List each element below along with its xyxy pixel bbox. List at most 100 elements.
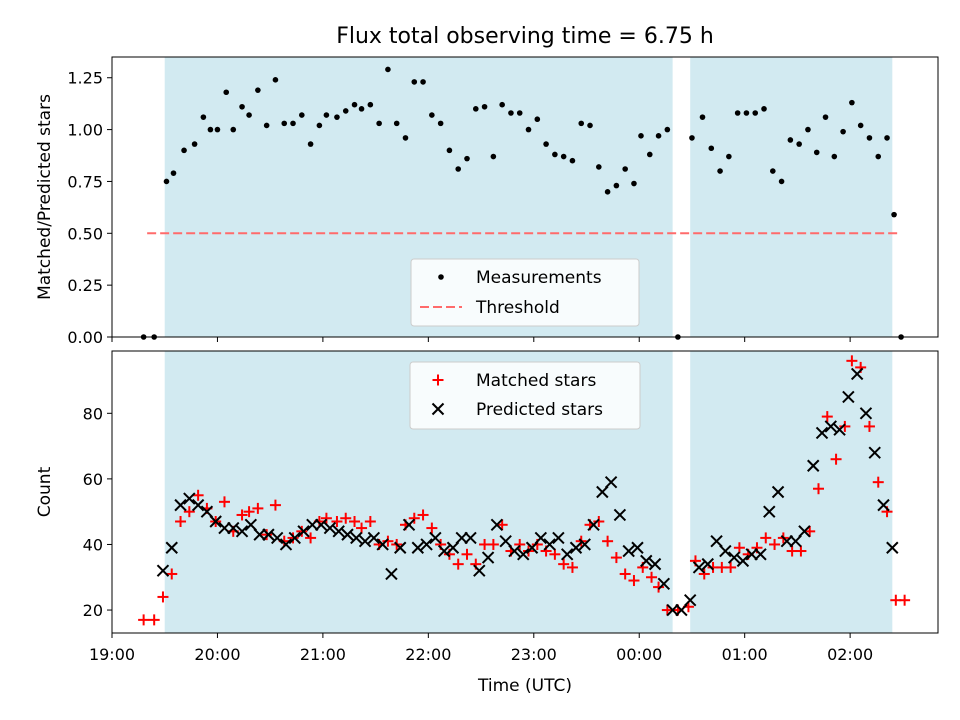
cross-b: [358, 534, 372, 548]
matched-star-point: [812, 483, 824, 495]
matched-star-point: [830, 453, 842, 465]
predicted-star-point: [481, 551, 495, 564]
matched-star-point: [356, 522, 368, 534]
predicted-star-point: [613, 508, 627, 522]
matched-star-point: [236, 509, 248, 521]
measurement-point: [499, 101, 505, 108]
measurement-point: [420, 79, 426, 85]
measurement-point: [831, 153, 838, 160]
matched-star-point: [331, 516, 343, 528]
cross-b: [560, 548, 574, 561]
predicted-star-point: [385, 567, 398, 581]
measurement-point: [560, 153, 567, 160]
x-tick-label: 00:00: [616, 645, 662, 664]
cross-b: [455, 531, 468, 545]
cross-b: [789, 534, 802, 548]
legend-bottom: Matched stars Predicted stars: [409, 361, 641, 430]
measurement-point: [393, 120, 400, 127]
predicted-star-point: [402, 518, 416, 531]
measurement-point: [569, 157, 576, 164]
x-tick-label: 19:00: [89, 645, 135, 664]
axes-frame-bottom: [111, 350, 939, 634]
predicted-star-point: [288, 531, 301, 545]
legend-marker-matched: [432, 374, 444, 386]
matched-star-point: [157, 591, 169, 603]
cross-b: [429, 531, 442, 545]
predicted-star-point: [429, 531, 442, 545]
cross-b: [859, 407, 873, 420]
y-tick-label: 1.00: [67, 121, 103, 140]
legend-frame: [410, 258, 640, 327]
cross-b: [402, 518, 416, 531]
predicted-star-point: [446, 541, 460, 554]
measurement-point: [726, 153, 732, 160]
predicted-star-point: [604, 475, 618, 489]
measurement-point: [646, 151, 653, 158]
predicted-star-point: [174, 498, 187, 512]
matched-star-point: [646, 571, 658, 583]
predicted-star-point: [807, 459, 820, 472]
figure-title: Flux total observing time = 6.75 h: [336, 24, 714, 49]
matched-star-point: [760, 532, 772, 544]
predicted-star-point: [622, 544, 635, 558]
predicted-star-point: [437, 544, 451, 558]
cross-b: [534, 531, 548, 545]
predicted-star-point: [323, 521, 337, 535]
top-panel: 0.00 0.25 0.50 0.75 1.00 1.25 Matched/Predicte…: [35, 56, 939, 347]
predicted-star-point: [710, 534, 723, 548]
bottom-panel: 20 40 60 80 19:00 20:00 21:00 22:00 23:00 00:00 01…: [35, 350, 939, 664]
matched-star-point: [610, 552, 622, 564]
cross-b: [771, 485, 785, 499]
predicted-star-point: [297, 525, 310, 538]
cross-b: [754, 548, 767, 561]
cross-b: [490, 518, 504, 531]
predicted-star-point: [279, 538, 293, 551]
measurement-point: [316, 122, 323, 129]
matched-star-point: [305, 532, 317, 544]
predicted-star-point: [376, 538, 389, 551]
cross-b: [446, 541, 460, 554]
cross-b: [235, 525, 249, 538]
y-tick-label: 0.00: [67, 328, 103, 347]
matched-star-point: [452, 558, 464, 570]
matched-star-point: [487, 538, 499, 550]
y-axis-label: Count: [35, 466, 55, 517]
measurement-point: [552, 151, 558, 158]
measurement-point: [631, 180, 637, 187]
measurement-point: [689, 135, 695, 141]
predicted-star-point: [358, 534, 372, 548]
matched-star-point: [725, 561, 737, 573]
predicted-star-point: [209, 515, 222, 528]
predicted-star-point: [596, 485, 609, 499]
cross-b: [253, 528, 266, 541]
cross-b: [780, 534, 794, 548]
predicted-star-point: [350, 531, 363, 545]
cross-b: [227, 521, 240, 535]
measurement-point: [481, 103, 488, 110]
matched-star-point: [417, 509, 429, 521]
cross-b: [314, 518, 328, 531]
predicted-star-point: [420, 538, 433, 551]
matched-star-point: [863, 420, 875, 432]
predicted-star-point: [464, 531, 477, 545]
y-tick-label: 0.25: [67, 276, 103, 295]
cross-b: [569, 541, 583, 554]
matched-star-point: [252, 502, 264, 514]
matched-star-point: [549, 548, 561, 560]
cross-b: [481, 551, 495, 564]
cross-b: [174, 498, 187, 512]
measurement-point: [455, 166, 462, 172]
matched-star-point: [602, 535, 614, 547]
cross-b: [675, 603, 688, 617]
cross-b: [394, 541, 407, 554]
matched-star-point: [769, 538, 781, 550]
predicted-star-point: [270, 531, 284, 545]
y-tick-label: 40: [83, 535, 103, 554]
cross-b: [262, 528, 275, 541]
measurement-point: [163, 178, 170, 185]
measurement-point: [622, 166, 628, 172]
measurement-point: [239, 103, 245, 110]
matched-star-point: [287, 532, 299, 544]
measurement-point: [367, 101, 374, 108]
cross-b: [648, 557, 662, 571]
